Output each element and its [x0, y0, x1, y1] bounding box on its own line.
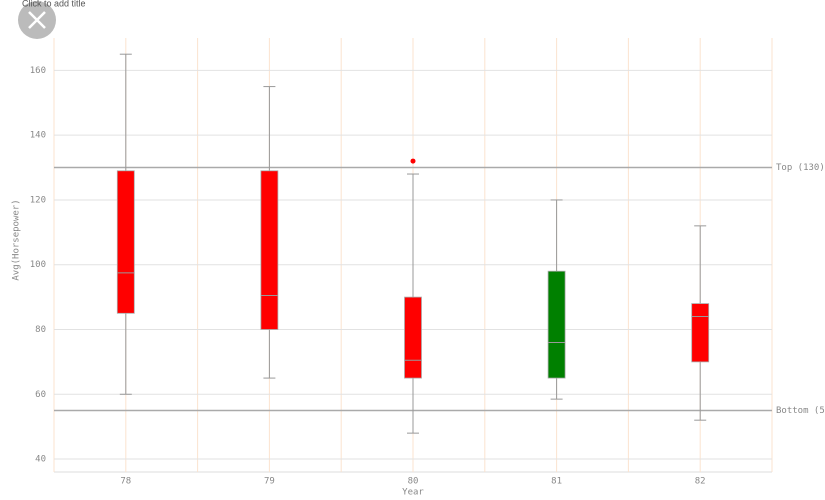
- x-tick-label: 78: [120, 477, 131, 487]
- reference-label: Top (130): [776, 163, 825, 173]
- box: [547, 270, 566, 379]
- y-tick-label: 140: [30, 131, 46, 141]
- box: [404, 296, 422, 379]
- x-tick-label: 79: [264, 477, 275, 487]
- x-tick-label: 81: [551, 477, 562, 487]
- y-tick-label: 100: [30, 260, 46, 270]
- y-tick-label: 60: [35, 390, 46, 400]
- chart-title[interactable]: Click to add title: [22, 0, 86, 8]
- y-tick-label: 160: [30, 66, 46, 76]
- outlier: [410, 158, 416, 164]
- y-tick-label: 40: [35, 455, 46, 465]
- close-button[interactable]: [18, 1, 56, 39]
- y-tick-label: 80: [35, 325, 46, 335]
- y-tick-label: 120: [30, 195, 46, 205]
- box: [260, 170, 279, 330]
- x-tick-label: 80: [408, 477, 419, 487]
- box: [691, 303, 710, 363]
- x-tick-label: 82: [695, 477, 706, 487]
- reference-label: Bottom (55): [776, 406, 825, 416]
- box: [116, 170, 135, 314]
- x-axis-label: Year: [402, 488, 424, 498]
- y-axis-label: Avg(Horsepower): [12, 199, 22, 280]
